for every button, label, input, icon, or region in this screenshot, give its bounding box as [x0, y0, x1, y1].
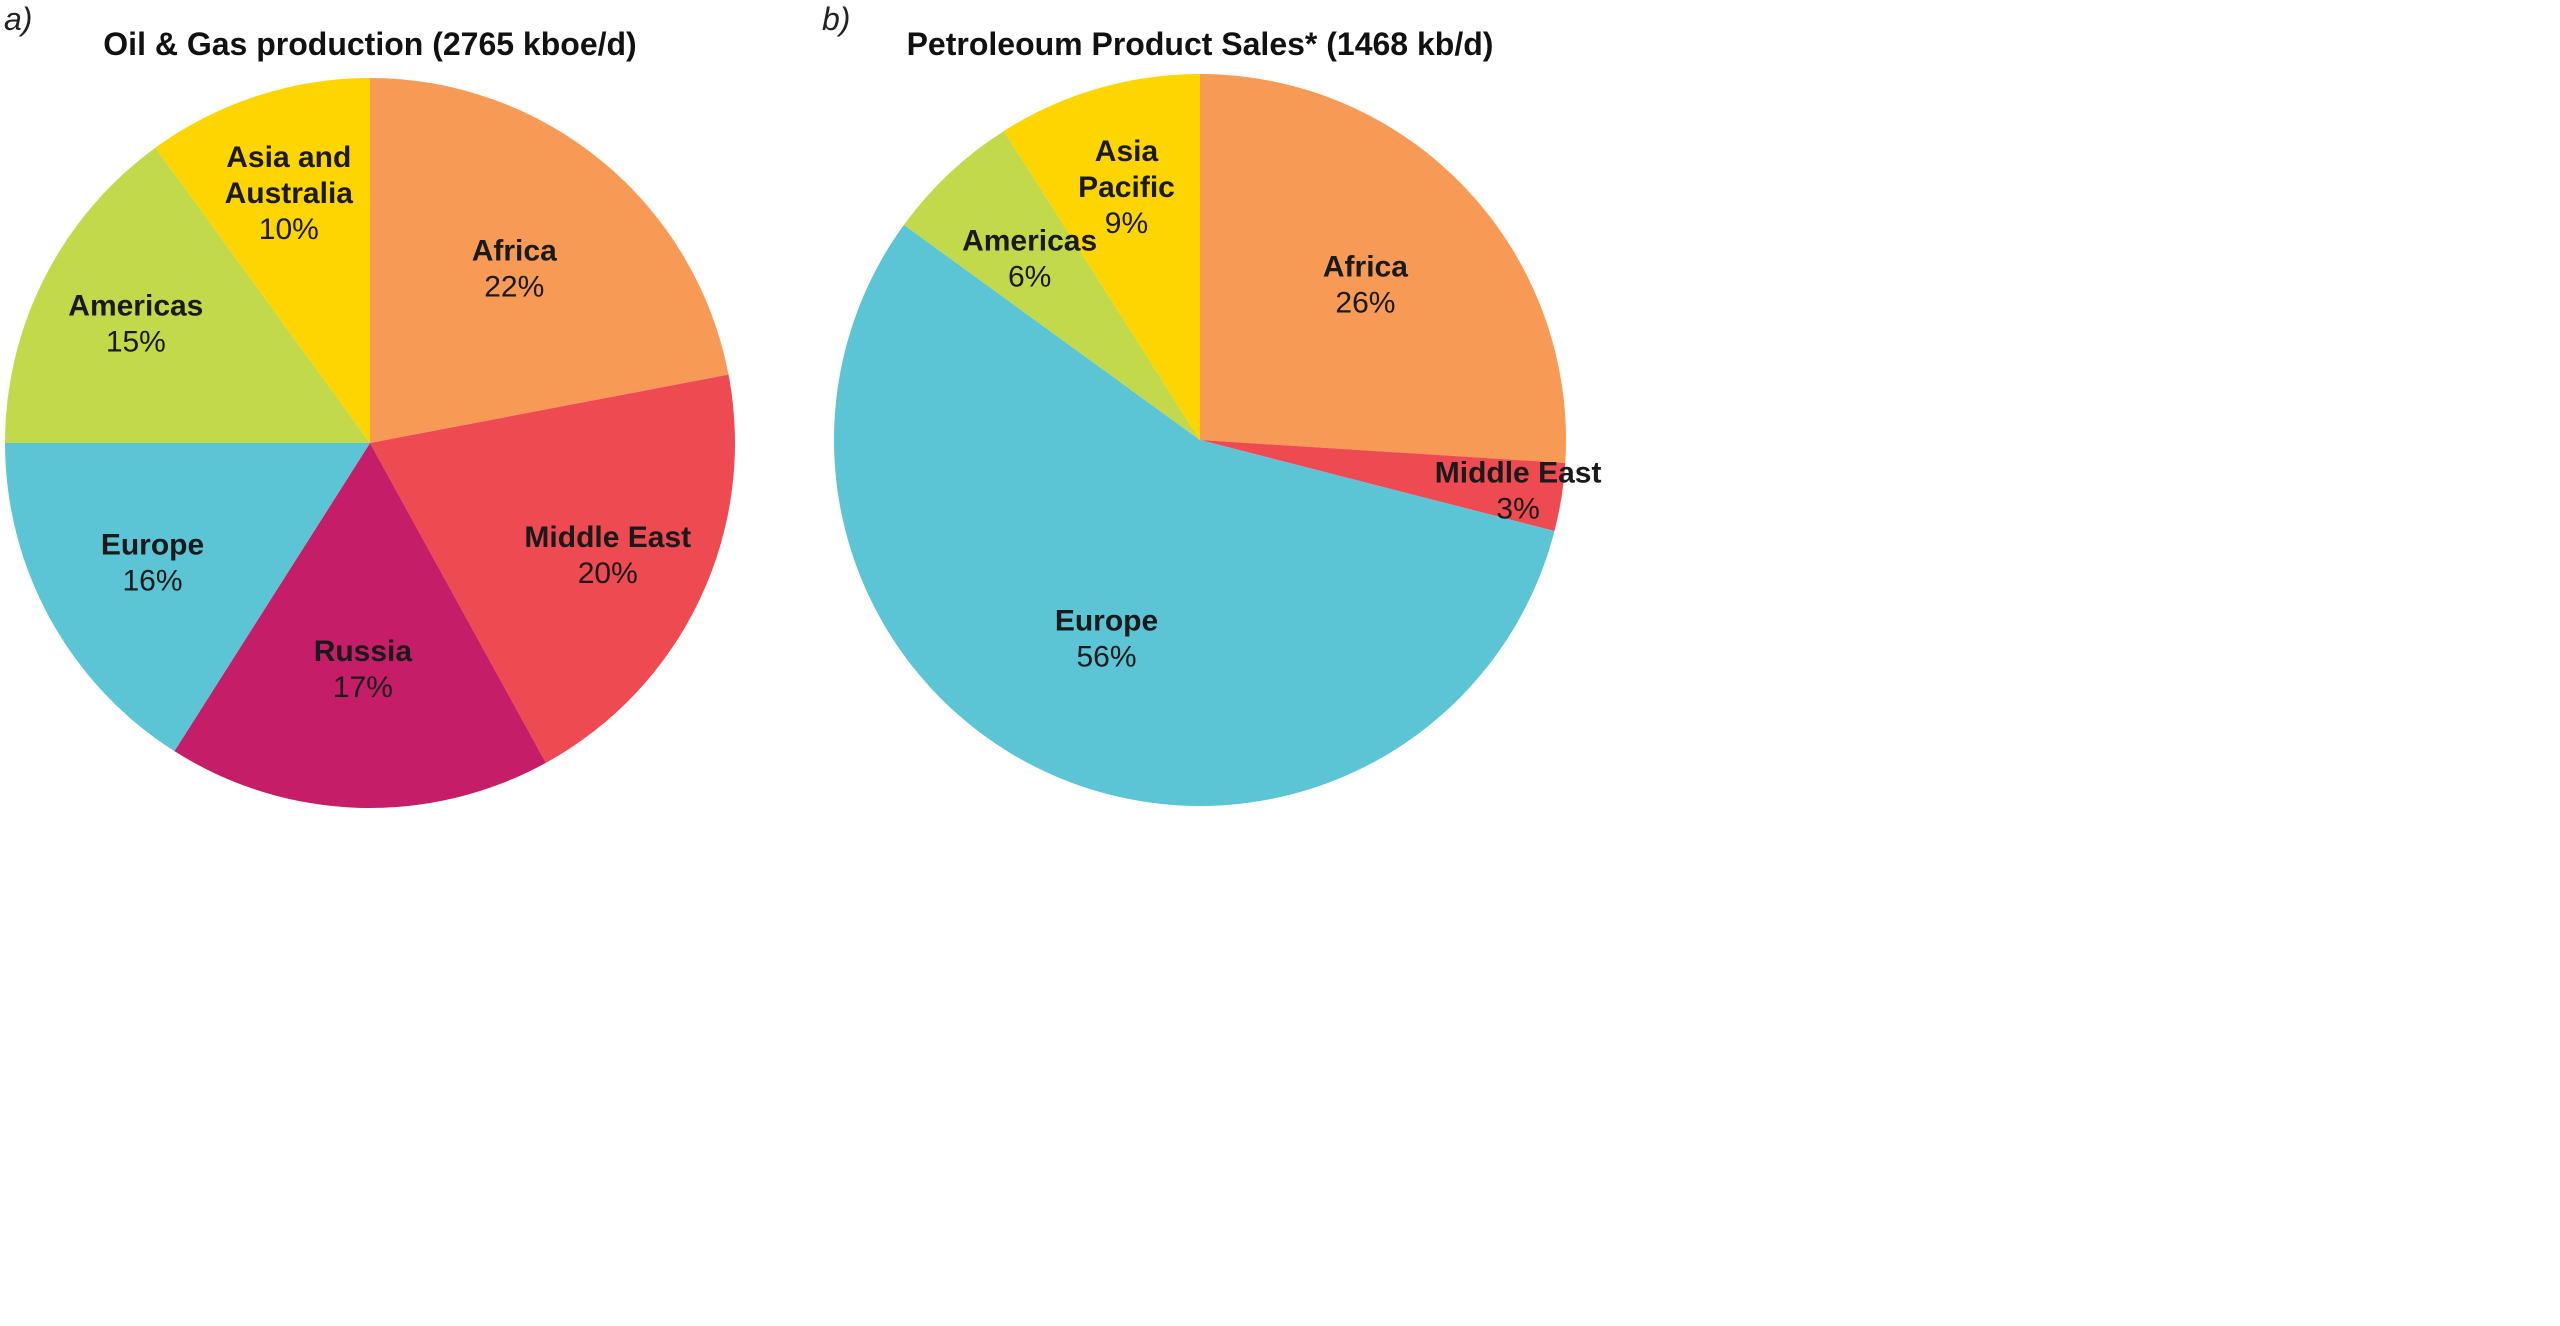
slice-label-name: Americas	[68, 290, 203, 323]
slice-label-percent: 15%	[106, 326, 166, 359]
pie-slice-middle-east	[370, 374, 735, 763]
slice-label-name: Asia and	[226, 141, 351, 174]
panel-label-a: a)	[4, 1, 32, 37]
slice-label-percent: 22%	[484, 271, 544, 304]
pie-slice-europe	[833, 224, 1555, 807]
slice-label-name: Australia	[225, 177, 354, 210]
chart-title-a: Oil & Gas production (2765 kboe/d)	[103, 26, 636, 62]
slice-label-name: Russia	[314, 635, 413, 668]
slice-label-percent: 9%	[1105, 207, 1148, 240]
slice-label-name: Pacific	[1078, 171, 1175, 204]
slice-label-name: Africa	[1323, 251, 1408, 284]
slice-label-name: Europe	[101, 529, 204, 562]
slice-label-percent: 16%	[122, 565, 182, 598]
slice-label-name: Africa	[472, 235, 557, 268]
slice-label-percent: 6%	[1008, 261, 1051, 294]
slice-label-percent: 17%	[333, 671, 393, 704]
pie-slice-middle-east	[1200, 440, 1566, 532]
slice-label-name: Europe	[1055, 605, 1158, 638]
panel-label-b: b)	[822, 1, 850, 37]
slice-label-percent: 26%	[1335, 287, 1395, 320]
pie-slice-asia-pacific	[1003, 74, 1200, 440]
slice-label-percent: 3%	[1496, 492, 1539, 525]
chart-title-b: Petroleoum Product Sales* (1468 kb/d)	[907, 26, 1494, 62]
slice-label-name: Middle East	[524, 521, 691, 554]
pie-slice-americas	[5, 147, 370, 443]
pie-slice-europe	[5, 443, 370, 752]
slice-label-percent: 10%	[259, 213, 319, 246]
slice-label-percent: 20%	[578, 557, 638, 590]
pie-slice-russia	[174, 443, 546, 808]
slice-label-name: Americas	[962, 225, 1097, 258]
slice-label-name: Asia	[1095, 135, 1159, 168]
slice-label-percent: 56%	[1076, 641, 1136, 674]
pie-slice-africa	[370, 78, 729, 443]
pie-slice-africa	[1200, 74, 1566, 463]
slice-label-name: Middle East	[1435, 456, 1602, 489]
pie-slice-asia-and-australia	[155, 78, 370, 443]
pie-slice-americas	[903, 130, 1200, 440]
